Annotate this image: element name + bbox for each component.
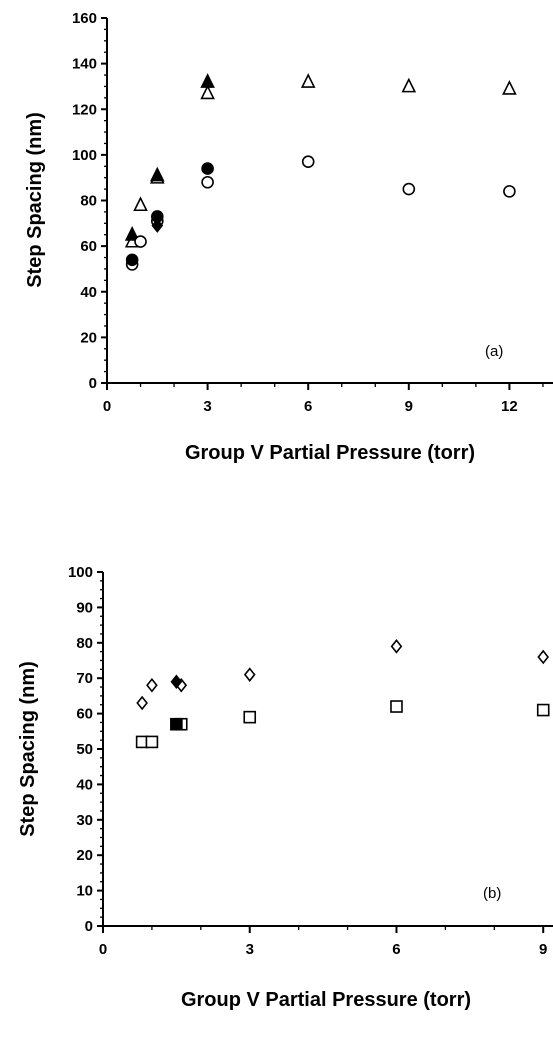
panel-b-y-tick-label: 70: [76, 670, 93, 687]
panel-a-open-circle-point: [402, 182, 416, 196]
panel-a-y-tick-label: 40: [80, 284, 97, 301]
panel-a-open-triangle-point: [300, 73, 316, 88]
panel-a-open-circle-point: [503, 185, 516, 198]
panel-b-filled-diamond-point: [170, 674, 183, 690]
panel-b-x-axis-title: Group V Partial Pressure (torr): [181, 989, 471, 1011]
panel-a-filled-diamond-point: [151, 218, 164, 233]
panel-b-x-tick-label: 9: [539, 941, 547, 958]
panel-b-x-ticks: 0 3 6 9: [99, 926, 547, 958]
panel-a-filled-triangle-point: [124, 226, 140, 241]
panel-b-y-tick-label: 80: [76, 635, 93, 652]
panel-a-label: (a): [485, 343, 503, 360]
panel-a-y-tick-label: 20: [80, 329, 97, 346]
panel-a-filled-circle-point: [125, 253, 139, 267]
panel-a-x-tick-label: 3: [203, 398, 211, 415]
panel-b-y-tick-label: 10: [76, 883, 93, 900]
panel-b-open-square-point: [390, 700, 403, 713]
panel-b-y-tick-label: 50: [76, 741, 93, 758]
panel-b-label: (b): [483, 885, 501, 902]
panel-b-y-tick-label: 30: [76, 812, 93, 829]
panel-a-filled-triangle-point: [150, 166, 165, 182]
panel-b-open-diamond-point: [537, 649, 550, 665]
panel-a-open-triangle-point: [401, 77, 417, 93]
panel-a-y-axis-title: Step Spacing (nm): [24, 112, 46, 288]
panel-a-open-circle-point: [134, 235, 147, 248]
panel-b-y-tick-label: 90: [76, 599, 93, 616]
panel-a-filled-circle-point: [201, 162, 214, 175]
panel-b-y-tick-label: 60: [76, 706, 93, 723]
panel-a-filled-triangle-point: [200, 73, 215, 88]
panel-b-y-tick-label: 40: [76, 776, 93, 793]
panel-b-open-square-point: [243, 710, 257, 724]
panel-b-filled-square-point: [170, 717, 183, 731]
panel-b-plot-marks: [135, 639, 550, 749]
panel-a-open-circle-point: [201, 175, 214, 189]
panel-b-y-axis-title: Step Spacing (nm): [17, 661, 39, 837]
panel-b-open-diamond-point: [146, 677, 158, 693]
panel-b-x-tick-label: 3: [246, 941, 254, 958]
panel-a-x-tick-label: 0: [103, 398, 111, 415]
panel-b-open-diamond-point: [136, 695, 148, 711]
panel-a-open-triangle-point: [200, 84, 215, 100]
panel-a-x-tick-label: 6: [304, 398, 312, 415]
panel-b-x-tick-label: 6: [392, 941, 400, 958]
panel-b-x-tick-label: 0: [99, 941, 107, 958]
panel-b-open-diamond-point: [243, 667, 256, 682]
panel-b-open-square-point: [145, 735, 159, 749]
panel-b-y-ticks: 0 10 20 30 40 50 60 70 80 90 100: [68, 564, 103, 935]
panel-a-y-tick-label: 0: [89, 375, 97, 392]
panel-a-open-triangle-point: [502, 80, 517, 95]
panel-a-y-ticks: 0 20 40 60 80 100 120 140 160: [72, 10, 107, 392]
panel-b-open-square-point: [536, 703, 550, 717]
panel-a-x-axis-title: Group V Partial Pressure (torr): [185, 442, 475, 464]
panel-b-y-tick-label: 100: [68, 564, 93, 581]
panel-a-chart: 0 20 40 60 80 100 120 140 160 0 3 6 9 12 Step Spacin…: [24, 10, 553, 464]
panel-a-open-circle-point: [301, 155, 315, 169]
panel-a-open-triangle-point: [133, 196, 148, 212]
panel-a-y-tick-label: 60: [80, 238, 97, 255]
panel-b-y-tick-label: 0: [85, 918, 93, 935]
panel-a-y-tick-label: 140: [72, 56, 97, 73]
panel-a-y-tick-label: 120: [72, 101, 97, 118]
panel-a-x-ticks: 0 3 6 9 12: [103, 383, 544, 415]
panel-a-y-tick-label: 100: [72, 147, 97, 164]
panel-a-x-tick-label: 12: [501, 398, 518, 415]
panel-a-x-tick-label: 9: [405, 398, 413, 415]
panel-a-y-tick-label: 160: [72, 10, 97, 27]
panel-b-chart: 0 10 20 30 40 50 60 70 80 90 100 0 3 6 9 Step Spacing…: [17, 564, 553, 1011]
panel-a-plot-marks: [124, 73, 517, 271]
panel-b-open-diamond-point: [390, 639, 403, 654]
panel-b-y-tick-label: 20: [76, 847, 93, 864]
panel-a-y-tick-label: 80: [80, 193, 97, 210]
